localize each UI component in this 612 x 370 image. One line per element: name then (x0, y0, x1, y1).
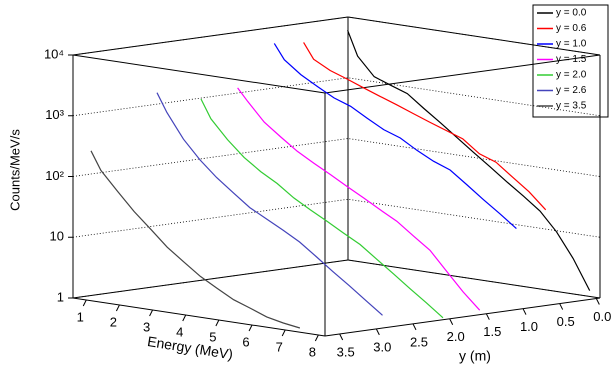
z-tick-label: 10⁴ (44, 46, 64, 61)
y-tick (559, 303, 564, 310)
series-line (273, 43, 517, 230)
x-tick (82, 299, 87, 307)
box-edge (347, 259, 601, 299)
y-tick-label: 2.5 (410, 334, 428, 349)
y-tick (485, 313, 490, 320)
y-tick-label: 1.5 (483, 324, 501, 339)
x-tick-label: 6 (242, 334, 249, 349)
grid-line (72, 259, 601, 299)
z-tick-label: 1 (57, 289, 64, 304)
x-tick (115, 304, 120, 312)
legend-label: y = 3.5 (556, 101, 587, 112)
series-line (347, 29, 591, 291)
y-tick (412, 323, 417, 331)
y-tick (375, 328, 380, 336)
y-tick-label: 3.0 (373, 339, 391, 354)
series-line (200, 98, 444, 319)
box-edge (72, 54, 326, 94)
x-tick (248, 324, 253, 332)
x-axis-title: Energy (MeV) (146, 333, 234, 362)
x-tick (215, 319, 220, 327)
grid-line (72, 138, 601, 177)
series-line (156, 92, 383, 316)
y-tick-label: 0.0 (593, 309, 611, 324)
z-tick-label: 10² (45, 168, 64, 183)
box-edge (72, 16, 349, 56)
legend-label: y = 0.6 (556, 23, 587, 34)
y-tick-label: 2.0 (447, 329, 465, 344)
grid-line (72, 77, 601, 117)
x-tick-label: 2 (110, 314, 117, 329)
y-tick (522, 308, 527, 315)
x-tick (149, 309, 154, 317)
z-tick-label: 10³ (45, 107, 64, 122)
z-axis-title: Counts/MeV/s (7, 129, 22, 211)
series-line (90, 150, 301, 329)
legend-label: y = 2.6 (556, 85, 587, 96)
y-tick (339, 333, 344, 341)
y-tick-label: 1.0 (520, 319, 538, 334)
x-tick-label: 4 (176, 324, 183, 339)
y-axis-title: y (m) (459, 348, 491, 364)
legend (532, 4, 609, 118)
legend-label: y = 1.0 (556, 39, 587, 50)
box-edge (324, 54, 601, 94)
box-edge (347, 16, 601, 56)
x-tick (281, 329, 286, 337)
x-tick-label: 5 (209, 329, 216, 344)
series-line (303, 42, 547, 211)
y-tick-label: 3.5 (337, 344, 355, 359)
y-tick (595, 298, 600, 305)
box-edge (324, 297, 601, 337)
x-tick-label: 1 (77, 309, 84, 324)
y-tick (449, 318, 454, 325)
x-tick-label: 7 (276, 339, 283, 354)
legend-label: y = 1.5 (556, 54, 587, 65)
series-line (237, 87, 481, 311)
z-tick-label: 10 (50, 229, 64, 244)
legend-label: y = 0.0 (556, 8, 587, 19)
x-tick (314, 334, 319, 342)
grid-line (72, 16, 601, 56)
x-tick (182, 314, 187, 322)
legend-label: y = 2.0 (556, 70, 587, 81)
y-tick-label: 0.5 (557, 314, 575, 329)
x-tick-label: 8 (309, 344, 316, 359)
grid-line (72, 198, 601, 238)
box-edge (72, 297, 326, 337)
box-edge (72, 259, 349, 299)
x-tick-label: 3 (143, 319, 150, 334)
